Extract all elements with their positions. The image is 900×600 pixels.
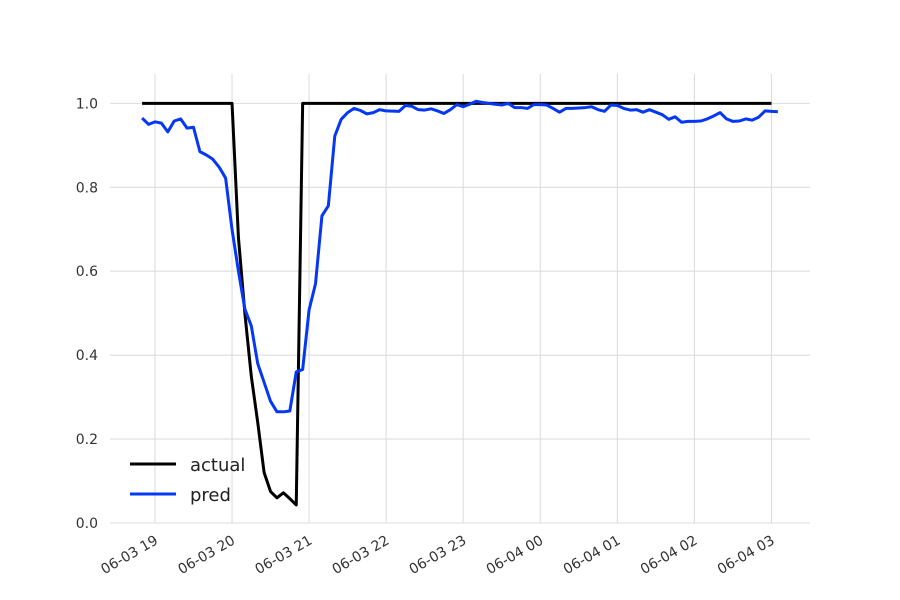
x-tick-label: 06-04 02 xyxy=(638,533,701,578)
x-tick-label: 06-03 19 xyxy=(98,533,161,578)
y-tick-label: 0.4 xyxy=(76,348,98,364)
y-tick-label: 0.8 xyxy=(76,180,98,196)
y-axis-ticks: 0.0 0.2 0.4 0.6 0.8 1.0 xyxy=(76,96,98,532)
x-tick-label: 06-03 23 xyxy=(407,533,470,578)
x-tick-label: 06-03 20 xyxy=(175,533,238,578)
y-tick-label: 0.0 xyxy=(76,516,98,532)
x-tick-label: 06-04 03 xyxy=(715,533,778,578)
y-tick-label: 1.0 xyxy=(76,96,98,112)
x-tick-label: 06-03 21 xyxy=(253,533,316,578)
series-layer xyxy=(141,99,778,507)
legend-label-actual: actual xyxy=(190,455,245,476)
x-tick-label: 06-04 01 xyxy=(561,533,624,578)
y-tick-label: 0.6 xyxy=(76,264,98,280)
x-axis-ticks: 06-03 19 06-03 20 06-03 21 06-03 22 06-03 23… xyxy=(98,533,777,578)
y-tick-label: 0.2 xyxy=(76,432,98,448)
legend: actual pred xyxy=(130,455,245,506)
series-line-pred xyxy=(141,99,778,414)
x-tick-label: 06-04 00 xyxy=(484,533,547,578)
x-tick-label: 06-03 22 xyxy=(330,533,393,578)
legend-label-pred: pred xyxy=(190,485,231,506)
series-line-actual xyxy=(142,101,772,507)
